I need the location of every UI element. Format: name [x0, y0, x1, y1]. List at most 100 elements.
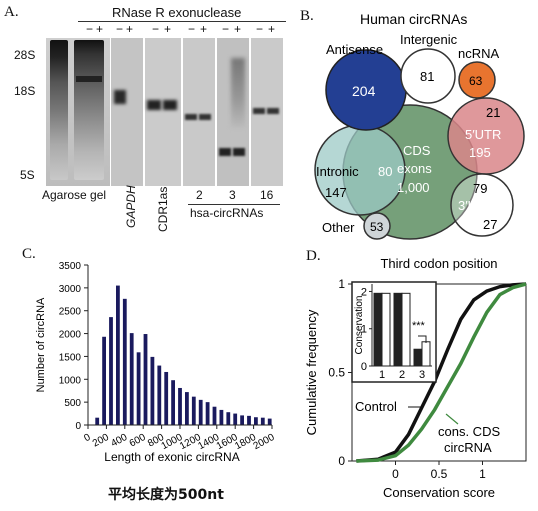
histogram-bar [212, 406, 217, 425]
ncrna-value: 63 [469, 74, 483, 88]
utr3-label: 3′UTR [458, 198, 494, 213]
circ16-gel-image [251, 38, 283, 186]
cds-label-1: CDS [403, 143, 431, 158]
panel-a-letter: A. [4, 4, 19, 20]
plus-label-3: + [200, 22, 208, 36]
y-tick-label: 0 [338, 454, 345, 468]
panel-c-letter: C. [22, 246, 36, 262]
antisense-label: Antisense [326, 42, 383, 57]
inset-bar [373, 292, 383, 367]
circrna-length-histogram: 0500100015002000250030003500020040060080… [35, 261, 277, 464]
y-tick-label: 2000 [59, 330, 82, 341]
lane-label-3: 3 [229, 188, 236, 202]
control-curve [356, 282, 527, 463]
ncrna-circle [458, 61, 496, 99]
significance-stars: *** [412, 320, 426, 332]
venn-diagram: Human circRNAs Antisense Intergenic ncRN… [314, 11, 525, 240]
intronic-overlap-value: 80 [378, 164, 392, 179]
hsa-circrnas-label: hsa-circRNAs [190, 206, 264, 220]
minus-label-2: − [152, 22, 160, 36]
y-tick-label: 0.5 [328, 366, 345, 380]
y-tick-label: 1 [338, 277, 345, 291]
panel-d-letter: D. [306, 248, 321, 264]
inset-y-tick-label: 1 [361, 324, 367, 336]
histogram-bar [116, 285, 120, 425]
y-tick-label: 0 [75, 421, 81, 432]
histogram-bar [143, 334, 148, 425]
y-tick-label: 1000 [59, 375, 82, 386]
histogram-bar [150, 356, 155, 425]
marker-5s: 5S [20, 168, 35, 182]
utr3-overlap-value: 79 [473, 181, 487, 196]
ncrna-label: ncRNA [458, 46, 500, 61]
intronic-label: Intronic [316, 164, 359, 179]
histogram-bar [136, 352, 141, 425]
antisense-value: 204 [352, 83, 376, 99]
panel-b-letter: B. [300, 8, 314, 24]
inset-x-tick-label: 2 [399, 369, 405, 381]
lane-label-16: 16 [260, 188, 274, 202]
plus-label-5: + [268, 22, 276, 36]
header-rule [78, 21, 286, 22]
histogram-bar [178, 387, 182, 425]
histogram-bar [267, 418, 272, 425]
minus-plus-row: − + − + − + − + − + − + [0, 22, 300, 38]
rnase-r-header: RNase R exonuclease [112, 5, 242, 20]
control-label: Control [355, 399, 397, 414]
circ2-gel-image [183, 38, 215, 186]
utr5-overlap-value: 21 [486, 105, 500, 120]
cdr1as-gel-image [145, 38, 181, 186]
venn-title: Human circRNAs [360, 11, 467, 27]
minus-label-3: − [188, 22, 196, 36]
cons-cds-circrna-curve [356, 282, 527, 463]
cons-label-line1: cons. CDS [438, 424, 500, 439]
x-tick-label: 0 [392, 467, 399, 481]
histogram-bar [226, 412, 231, 425]
utr5-label: 5′UTR [465, 127, 501, 142]
histogram-bar [260, 417, 265, 425]
plus-label-4: + [234, 22, 242, 36]
histogram-bar [254, 417, 258, 425]
inset-bar [381, 292, 391, 367]
other-label: Other [322, 220, 355, 235]
significance-bracket [418, 335, 427, 343]
marker-18s: 18S [14, 84, 36, 98]
y-tick-label: 1500 [59, 352, 82, 363]
histogram-bar [95, 417, 100, 425]
histogram-bar [102, 336, 106, 425]
minus-label-4: − [222, 22, 230, 36]
inset-y-tick-label: 2 [361, 286, 367, 298]
plus-label-0: + [96, 22, 104, 36]
x-axis-title: Conservation score [383, 485, 495, 500]
plus-label-1: + [126, 22, 134, 36]
x-tick-label: 2000 [252, 432, 277, 452]
y-axis-title: Number of circRNA [35, 297, 47, 392]
cdf-title: Third codon position [380, 256, 497, 271]
cds-value: 1,000 [397, 180, 430, 195]
intergenic-circle [400, 48, 456, 104]
intronic-value: 147 [325, 185, 347, 200]
histogram-bar [233, 413, 238, 425]
histogram-bar [247, 415, 251, 425]
cds-label-2: exons [397, 161, 432, 176]
agarose-gel-image [46, 38, 110, 186]
inset-bar [401, 292, 411, 367]
plus-label-2: + [164, 22, 172, 36]
histogram-bar [205, 402, 210, 425]
lane-label-agarose: Agarose gel [42, 188, 107, 202]
inset-x-tick-label: 1 [379, 369, 385, 381]
inset-bar [413, 348, 423, 367]
utr3-value: 27 [483, 217, 497, 232]
histogram-bar [198, 399, 203, 425]
intergenic-value: 81 [420, 69, 434, 84]
utr5-value: 195 [469, 145, 491, 160]
x-tick-label: 0.5 [431, 467, 448, 481]
group-rule [188, 204, 280, 205]
marker-28s: 28S [14, 48, 36, 62]
y-tick-label: 3000 [59, 284, 82, 295]
intergenic-label: Intergenic [400, 32, 458, 47]
other-circle [363, 212, 391, 240]
minus-label-5: − [256, 22, 264, 36]
cons-label-line2: circRNA [444, 440, 492, 455]
